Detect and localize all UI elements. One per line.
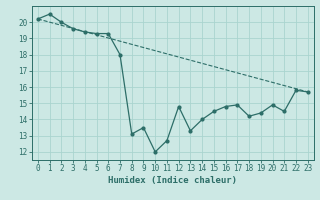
X-axis label: Humidex (Indice chaleur): Humidex (Indice chaleur) [108, 176, 237, 185]
